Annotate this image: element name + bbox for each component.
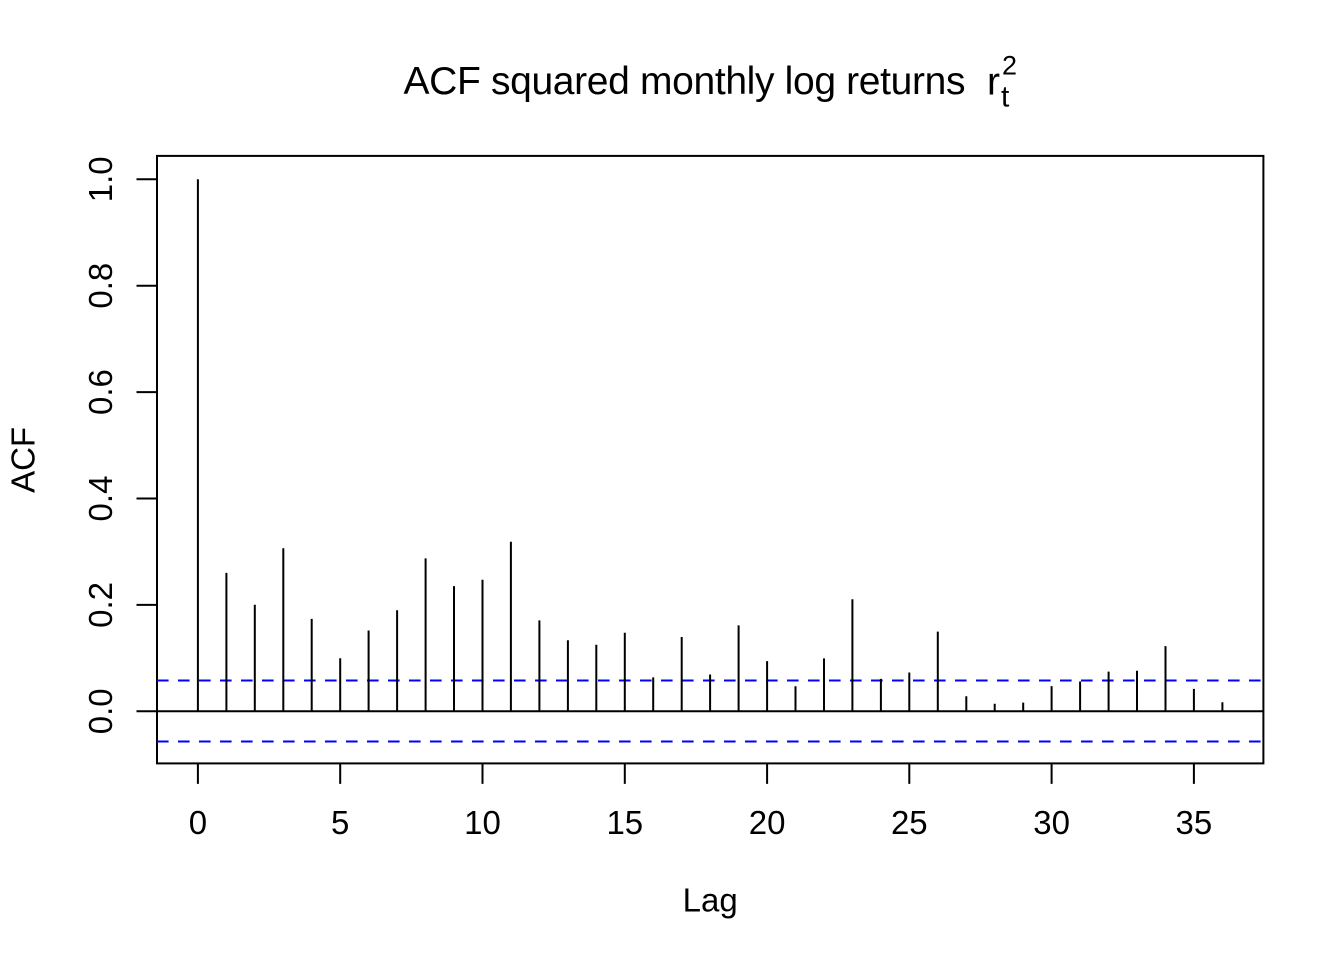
svg-text:0.0: 0.0 (82, 688, 119, 734)
svg-text:1.0: 1.0 (82, 156, 119, 202)
svg-text:r: r (987, 60, 1000, 103)
svg-text:15: 15 (606, 804, 643, 841)
svg-text:Lag: Lag (683, 881, 738, 918)
svg-text:35: 35 (1176, 804, 1213, 841)
svg-text:10: 10 (464, 804, 501, 841)
svg-text:2: 2 (1002, 51, 1017, 81)
svg-text:0.4: 0.4 (82, 476, 119, 522)
svg-text:t: t (1001, 81, 1010, 114)
svg-text:ACF squared monthly log return: ACF squared monthly log returns (404, 60, 966, 103)
svg-text:30: 30 (1033, 804, 1070, 841)
svg-text:20: 20 (749, 804, 786, 841)
svg-text:0.2: 0.2 (82, 582, 119, 628)
svg-text:25: 25 (891, 804, 928, 841)
svg-text:0.6: 0.6 (82, 369, 119, 415)
svg-text:5: 5 (331, 804, 349, 841)
svg-text:0: 0 (189, 804, 207, 841)
svg-text:0.8: 0.8 (82, 263, 119, 309)
svg-text:ACF: ACF (5, 427, 42, 493)
